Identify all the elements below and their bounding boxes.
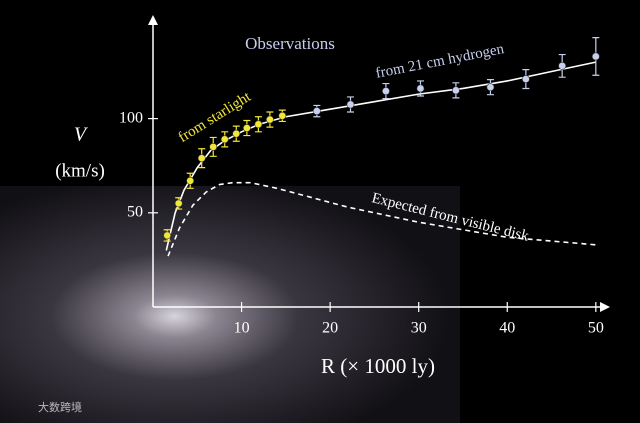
data-point <box>232 129 241 138</box>
y-axis-arrow <box>148 15 158 25</box>
data-point <box>186 176 195 185</box>
x-tick-label: 40 <box>499 320 515 337</box>
galaxy-image <box>0 186 460 423</box>
x-label: R (× 1000 ly) <box>321 354 435 378</box>
data-point <box>254 120 263 129</box>
data-point <box>558 61 567 70</box>
data-point <box>197 154 206 163</box>
data-point <box>242 124 251 132</box>
data-point <box>174 199 183 208</box>
title: Observations <box>245 34 335 53</box>
x-tick-label: 50 <box>588 320 604 337</box>
data-point <box>521 75 530 83</box>
y-tick-label: 100 <box>119 109 143 126</box>
watermark: 大数跨境 <box>38 400 82 414</box>
data-point <box>346 100 355 109</box>
data-point <box>451 86 460 95</box>
x-tick-label: 30 <box>411 320 427 337</box>
data-point <box>220 135 229 144</box>
data-point <box>209 142 218 151</box>
expected-curve <box>167 181 596 257</box>
data-point <box>163 231 172 240</box>
data-point <box>312 107 321 115</box>
x-tick-label: 20 <box>322 320 338 337</box>
x-axis-arrow <box>600 302 610 312</box>
data-point <box>591 52 600 61</box>
data-point <box>278 111 287 120</box>
x-tick-label: 10 <box>234 320 250 337</box>
data-point <box>416 84 425 93</box>
data-point <box>382 87 390 96</box>
y-unit: (km/s) <box>55 160 105 181</box>
data-point <box>266 115 274 124</box>
y-tick-label: 50 <box>127 203 143 220</box>
data-point <box>486 83 495 92</box>
y-label: V <box>74 124 89 146</box>
